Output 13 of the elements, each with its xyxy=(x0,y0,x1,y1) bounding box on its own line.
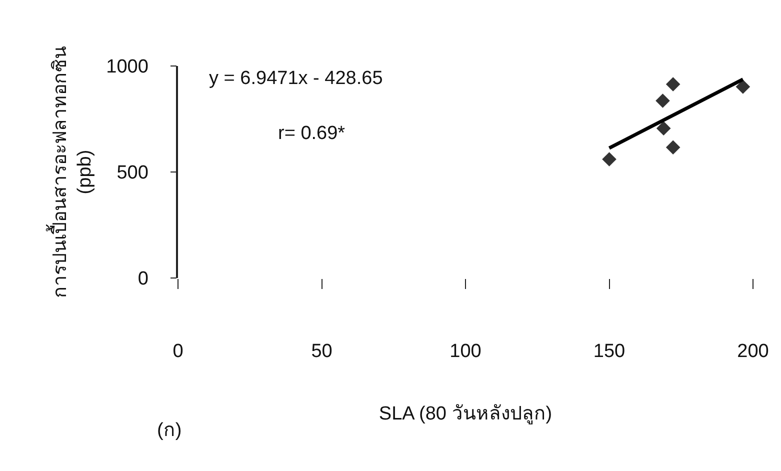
x-axis-title: SLA (80 วันหลังปลูก) xyxy=(378,404,552,425)
x-tick-label: 100 xyxy=(450,340,482,362)
y-tick-label: 500 xyxy=(116,162,148,184)
y-tick-label: 1000 xyxy=(106,56,148,78)
x-tick-label: 0 xyxy=(172,340,184,362)
annotation: y = 6.9471x - 428.65 xyxy=(209,68,383,89)
text: (ก) xyxy=(157,420,182,441)
y-axis-title: การปนเปื้อนสารอะฟลาทอกซิน (ppb) xyxy=(46,46,96,298)
x-tick-label: 50 xyxy=(311,340,332,362)
x-tick-label: 200 xyxy=(737,340,769,362)
annotation: r= 0.69* xyxy=(278,123,346,144)
y-tick-label: 0 xyxy=(138,268,148,290)
x-tick-label: 150 xyxy=(593,340,626,362)
